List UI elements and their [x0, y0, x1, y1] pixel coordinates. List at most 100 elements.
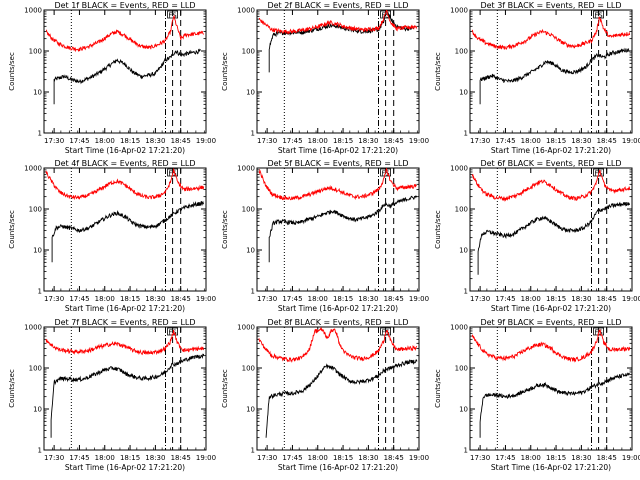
x-tick-label: 18:15 — [546, 295, 566, 303]
series-events — [53, 48, 202, 105]
x-tick-label: 18:00 — [308, 454, 328, 462]
x-axis-label: Start Time (16-Apr-02 17:21:20) — [491, 463, 611, 472]
x-tick-label: 18:30 — [571, 454, 591, 462]
y-tick-label: 1000 — [450, 7, 468, 15]
x-tick-label: 18:30 — [571, 137, 591, 145]
x-tick-label: 18:30 — [358, 137, 378, 145]
x-tick-label: 19:00 — [622, 295, 640, 303]
plot-frame — [469, 9, 633, 134]
x-tick-label: 19:00 — [409, 137, 429, 145]
y-axis-label: Counts/sec — [434, 369, 442, 408]
x-tick-label: 17:30 — [257, 454, 277, 462]
x-tick-label: 18:30 — [145, 137, 165, 145]
x-axis-label: Start Time (16-Apr-02 17:21:20) — [65, 146, 185, 155]
series-events — [479, 372, 630, 438]
y-tick-label: 100 — [455, 206, 468, 214]
y-tick-label: 10 — [33, 89, 42, 97]
x-axis-label: Start Time (16-Apr-02 17:21:20) — [65, 463, 185, 472]
x-tick-label: 17:45 — [282, 295, 302, 303]
series-lld — [471, 169, 631, 202]
x-tick-label: 19:00 — [409, 295, 429, 303]
panel-det-4: Det 4f BLACK = Events, RED = LLD 1 10 100 10… — [8, 159, 216, 313]
x-tick-label: 19:00 — [196, 454, 216, 462]
series-events — [477, 201, 631, 275]
panel-title: Det 6f BLACK = Events, RED = LLD — [480, 159, 621, 168]
panel-title: Det 7f BLACK = Events, RED = LLD — [54, 318, 195, 327]
y-tick-label: 10 — [459, 406, 468, 414]
panel-det-6: Det 6f BLACK = Events, RED = LLD 1 10 100 10… — [434, 159, 640, 313]
x-tick-label: 17:45 — [69, 295, 89, 303]
x-tick-label: 18:15 — [120, 137, 140, 145]
series-lld — [258, 168, 417, 201]
y-tick-label: 1000 — [450, 324, 468, 332]
flag-box — [593, 10, 604, 19]
x-tick-label: 17:45 — [69, 454, 89, 462]
x-tick-label: 17:30 — [257, 295, 277, 303]
y-tick-label: 100 — [455, 48, 468, 56]
y-tick-label: 1 — [38, 130, 42, 138]
series-events — [51, 200, 205, 263]
x-tick-label: 18:45 — [384, 454, 404, 462]
panel-det-3: Det 3f BLACK = Events, RED = LLD 1 10 100 10… — [434, 1, 640, 155]
y-tick-label: 1000 — [450, 165, 468, 173]
x-tick-label: 17:30 — [470, 454, 490, 462]
plot-frame — [469, 326, 633, 451]
panel-title: Det 9f BLACK = Events, RED = LLD — [480, 318, 621, 327]
x-tick-label: 17:45 — [495, 137, 515, 145]
series-lld — [471, 329, 631, 363]
y-tick-label: 1 — [251, 130, 255, 138]
x-tick-label: 18:00 — [521, 454, 541, 462]
y-axis-label: Counts/sec — [8, 369, 16, 408]
x-tick-label: 18:30 — [358, 454, 378, 462]
y-tick-label: 1000 — [237, 7, 255, 15]
x-axis-label: Start Time (16-Apr-02 17:21:20) — [491, 304, 611, 313]
flag-label: FS — [594, 12, 603, 20]
plot-frame — [256, 9, 420, 134]
x-tick-label: 17:30 — [44, 137, 64, 145]
x-tick-label: 17:30 — [257, 137, 277, 145]
x-tick-label: 18:45 — [171, 295, 191, 303]
y-tick-label: 1 — [38, 447, 42, 455]
x-axis-label: Start Time (16-Apr-02 17:21:20) — [491, 146, 611, 155]
y-tick-label: 1000 — [237, 324, 255, 332]
y-tick-label: 10 — [246, 247, 255, 255]
x-tick-label: 18:30 — [571, 295, 591, 303]
y-tick-label: 10 — [33, 247, 42, 255]
panel-title: Det 4f BLACK = Events, RED = LLD — [54, 159, 195, 168]
x-tick-label: 19:00 — [196, 295, 216, 303]
x-tick-label: 17:30 — [44, 295, 64, 303]
y-tick-label: 1 — [38, 288, 42, 296]
series-lld — [471, 16, 631, 50]
y-tick-label: 10 — [33, 406, 42, 414]
x-tick-label: 17:45 — [495, 454, 515, 462]
x-tick-label: 18:15 — [333, 454, 353, 462]
plot-frame — [43, 167, 207, 292]
x-axis-label: Start Time (16-Apr-02 17:21:20) — [65, 304, 185, 313]
x-axis-label: Start Time (16-Apr-02 17:21:20) — [278, 463, 398, 472]
flag-label: FS — [381, 12, 390, 20]
x-tick-label: 17:45 — [69, 137, 89, 145]
y-tick-label: 1000 — [24, 324, 42, 332]
x-tick-label: 18:30 — [145, 454, 165, 462]
x-tick-label: 19:00 — [622, 454, 640, 462]
series-lld — [259, 10, 418, 35]
x-tick-label: 18:00 — [95, 454, 115, 462]
y-axis-label: Counts/sec — [8, 210, 16, 249]
y-tick-label: 1 — [251, 447, 255, 455]
plot-frame — [256, 167, 420, 292]
y-tick-label: 100 — [29, 365, 42, 373]
panel-det-2: Det 2f BLACK = Events, RED = LLD 1 10 100 10… — [221, 1, 429, 155]
x-tick-label: 18:45 — [597, 295, 617, 303]
y-axis-label: Counts/sec — [221, 210, 229, 249]
y-tick-label: 100 — [242, 206, 255, 214]
flag-box — [167, 10, 178, 19]
x-tick-label: 18:45 — [384, 137, 404, 145]
y-axis-label: Counts/sec — [434, 210, 442, 249]
series-events — [268, 10, 414, 73]
series-lld — [45, 329, 205, 356]
y-tick-label: 100 — [242, 48, 255, 56]
y-tick-label: 10 — [246, 89, 255, 97]
x-tick-label: 18:30 — [145, 295, 165, 303]
plot-frame — [469, 167, 633, 292]
